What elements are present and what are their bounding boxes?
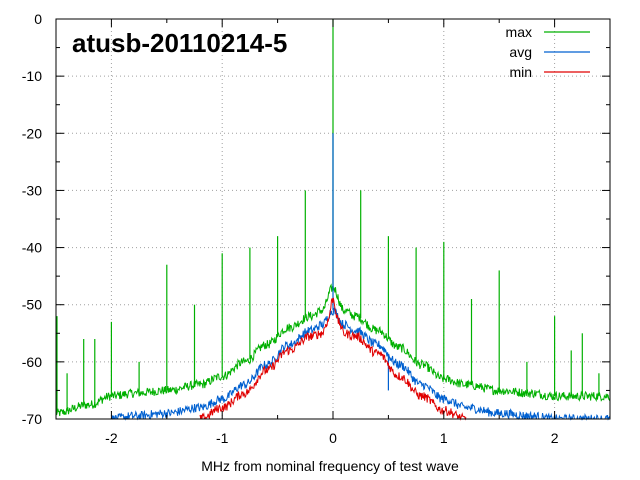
x-tick-label: -1 [216,430,229,446]
x-tick-label: 0 [329,430,337,446]
x-axis-title: MHz from nominal frequency of test wave [201,458,459,474]
legend-label-min: min [509,64,532,80]
y-tick-label: -50 [22,297,42,313]
series-line-avg [111,307,611,421]
series-lines [55,19,611,421]
y-tick-label: -10 [22,68,42,84]
axis-ticks [55,18,611,420]
chart-title: atusb-20110214-5 [72,28,287,58]
y-tick-label: -30 [22,182,42,198]
tick-labels: -2 -1 0 1 20-10-20-30-40-50-60-70 [22,11,559,446]
series-avg [111,133,611,421]
x-tick-label: 1 [440,430,448,446]
series-line-min [199,297,467,421]
x-tick-label: 2 [551,430,559,446]
x-tick-label: -2 [105,430,118,446]
legend-label-max: max [506,24,532,40]
y-tick-label: -70 [22,411,42,427]
series-min [199,297,467,421]
y-tick-label: -40 [22,240,42,256]
legend-label-avg: avg [509,44,532,60]
y-tick-label: 0 [34,11,42,27]
legend: max avg min [506,24,590,80]
y-tick-label: -60 [22,354,42,370]
y-tick-label: -20 [22,125,42,141]
